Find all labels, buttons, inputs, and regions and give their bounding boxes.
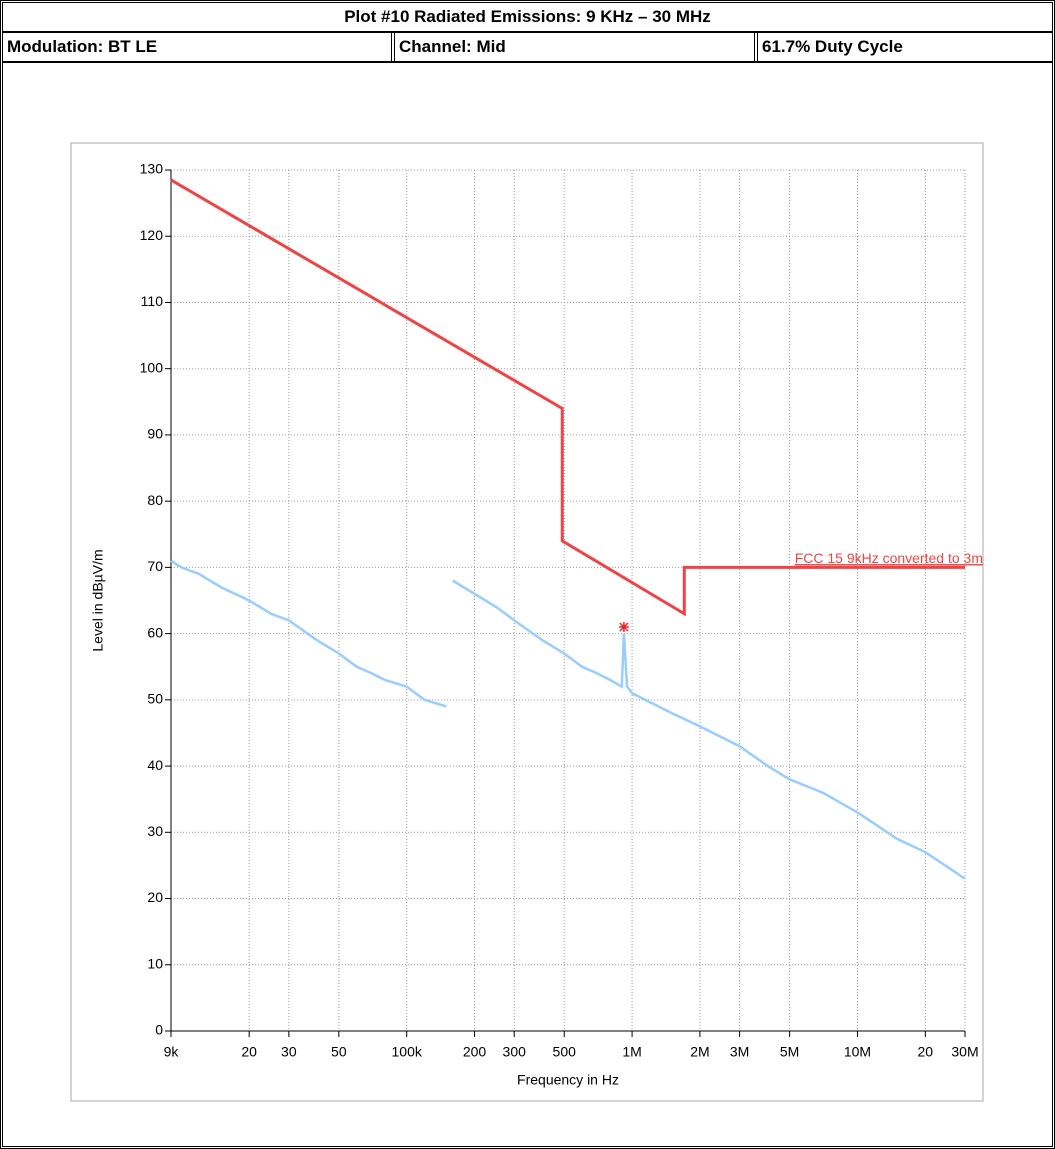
series-line [170,559,966,880]
x-tick-label: 20 [918,1044,934,1060]
x-tick-label: 9k [164,1044,180,1060]
y-tick-label: 130 [140,161,164,177]
cell: 61.7% Duty Cycle [762,37,903,56]
x-tick-label: 500 [553,1044,577,1060]
y-tick-label: 80 [147,492,163,508]
x-tick-label: 3M [730,1044,749,1060]
peak-marker [618,621,629,632]
x-tick-label: 30M [951,1044,978,1060]
series-label: FCC 15 9kHz converted to 3m [795,550,983,566]
y-tick-label: 90 [147,426,163,442]
x-tick-label: 30 [281,1044,297,1060]
y-tick-label: 30 [147,823,163,839]
x-tick-label: 10M [844,1044,871,1060]
y-tick-label: 70 [147,558,163,574]
y-tick-label: 120 [140,227,164,243]
y-tick-label: 40 [147,757,163,773]
x-tick-label: 5M [780,1044,799,1060]
chart: 0 10 20 30 40 50 60 70 80 90 100 110 120 130 9k 20 30 50 1… [70,142,984,1102]
chart-frame [70,142,984,1102]
x-tick-label: 300 [503,1044,527,1060]
title-row: Plot #10 Radiated Emissions: 9 KHz – 30 … [3,3,1052,33]
y-tick-label: 0 [155,1022,163,1038]
cell: Modulation: BT LE [3,33,395,61]
x-tick-label: 200 [463,1044,487,1060]
x-tick-label: 50 [331,1044,347,1060]
y-axis-label: Level in dBµV/m [90,549,106,651]
cell: Channel: Mid [395,33,758,61]
title: Plot #10 Radiated Emissions: 9 KHz – 30 … [344,7,711,26]
x-tick-label: 1M [622,1044,641,1060]
x-tick-label: 2M [690,1044,709,1060]
y-tick-label: 60 [147,624,163,640]
y-tick-label: 10 [147,955,163,971]
y-tick-label: 50 [147,691,163,707]
y-tick-label: 100 [140,359,164,375]
series-line [170,178,965,617]
info-row: Modulation: BT LE Channel: Mid 61.7% Dut… [3,33,1052,63]
y-tick-label: 110 [141,293,164,309]
x-tick-label: 100k [392,1044,423,1060]
y-tick-label: 20 [147,889,163,905]
x-tick-label: 20 [241,1044,257,1060]
x-axis-label: Frequency in Hz [517,1072,619,1088]
